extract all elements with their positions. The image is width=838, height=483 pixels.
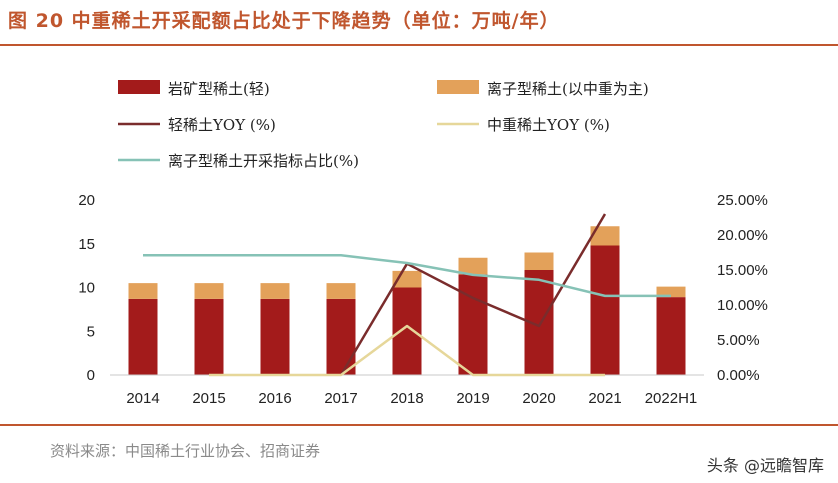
bar [194, 283, 224, 299]
y-right-tick-label: 5.00% [717, 332, 760, 349]
x-tick-label: 2022H1 [645, 390, 698, 407]
legend-label: 中重稀土YOY (%) [487, 116, 610, 134]
page-title: 图 20 中重稀土开采配额占比处于下降趋势（单位：万吨/年） [8, 10, 560, 32]
y-right-tick-label: 25.00% [717, 192, 768, 209]
series-line [143, 254, 671, 298]
x-tick-label: 2017 [324, 390, 357, 407]
y-left-tick-label: 20 [78, 192, 95, 209]
y-right-tick-label: 10.00% [717, 297, 768, 314]
legend-label: 岩矿型稀土(轻) [168, 80, 270, 98]
bar [128, 298, 158, 375]
bar [458, 257, 488, 275]
x-tick-label: 2021 [588, 390, 621, 407]
chart: 岩矿型稀土(轻) 离子型稀土(以中重为主) 轻稀土YOY (%) 中重稀土YOY (%… [78, 80, 768, 407]
legend-swatch [437, 80, 479, 94]
title-divider [0, 44, 838, 46]
series-line [209, 324, 605, 377]
x-tick-label: 2016 [258, 390, 291, 407]
bar [194, 298, 224, 375]
bar [458, 274, 488, 375]
y-left-tick-label: 15 [78, 236, 95, 253]
bar [128, 283, 158, 299]
bar [656, 286, 686, 298]
bar-series [128, 226, 686, 375]
bar [590, 245, 620, 375]
bar [590, 226, 620, 246]
bar [656, 297, 686, 375]
bar [260, 298, 290, 375]
y-left-tick-label: 10 [78, 280, 95, 297]
legend-label: 离子型稀土(以中重为主) [487, 80, 649, 98]
x-tick-label: 2015 [192, 390, 225, 407]
bar [524, 252, 554, 270]
y-right-tick-label: 0.00% [717, 367, 760, 384]
x-tick-label: 2020 [522, 390, 555, 407]
bar [392, 287, 422, 375]
legend-label: 离子型稀土开采指标占比(%) [168, 152, 359, 170]
legend-swatch [118, 80, 160, 94]
footer-divider [0, 424, 838, 426]
y-right-tick-label: 20.00% [717, 227, 768, 244]
y-right-tick-label: 15.00% [717, 262, 768, 279]
bar [260, 283, 290, 299]
watermark: 头条 @远瞻智库 [706, 456, 824, 475]
x-tick-label: 2014 [126, 390, 159, 407]
legend: 岩矿型稀土(轻) 离子型稀土(以中重为主) 轻稀土YOY (%) 中重稀土YOY (%… [118, 80, 649, 170]
left-axis: 0 5 10 15 20 [78, 192, 95, 384]
line-series [143, 213, 671, 377]
x-tick-label: 2019 [456, 390, 489, 407]
x-tick-label: 2018 [390, 390, 423, 407]
source-note: 资料来源：中国稀土行业协会、招商证券 [50, 442, 321, 460]
x-axis: 2014 2015 2016 2017 2018 2019 2020 2021 2022H1 [126, 390, 697, 407]
bar [326, 298, 356, 375]
legend-label: 轻稀土YOY (%) [168, 116, 276, 134]
right-axis: 0.00% 5.00% 10.00% 15.00% 20.00% 25.00% [717, 192, 768, 384]
y-left-tick-label: 5 [87, 323, 95, 340]
series-line [339, 213, 607, 376]
bar [326, 283, 356, 299]
y-left-tick-label: 0 [87, 367, 95, 384]
